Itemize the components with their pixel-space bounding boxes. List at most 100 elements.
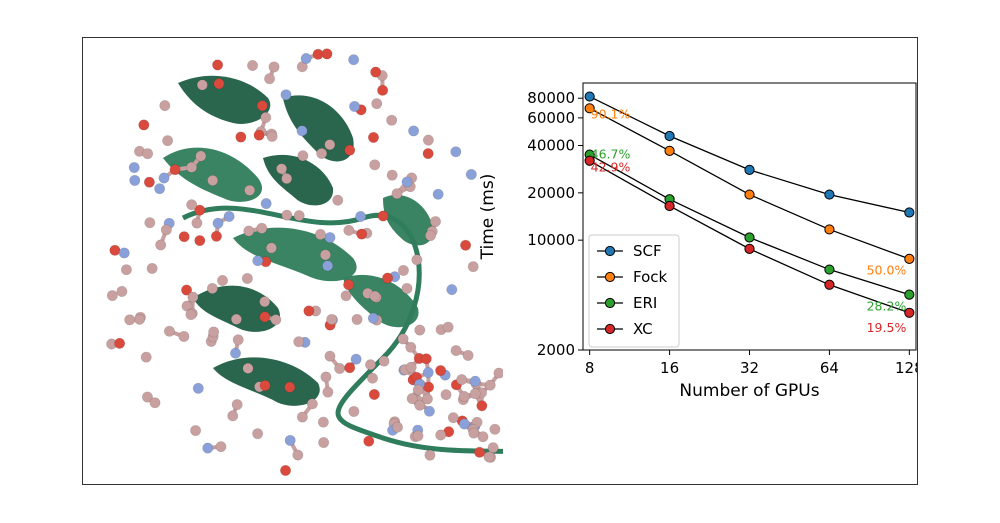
legend-item-xc: XC <box>597 320 653 338</box>
atom <box>318 437 330 449</box>
atom <box>242 362 254 374</box>
atom <box>206 282 218 294</box>
data-point <box>744 164 755 175</box>
atom <box>484 379 496 391</box>
atom <box>367 131 379 143</box>
atom <box>462 349 474 361</box>
series-xc <box>584 155 915 318</box>
atom <box>194 235 206 247</box>
data-point <box>744 189 755 200</box>
atom <box>450 146 462 158</box>
atom <box>154 183 166 195</box>
atom <box>296 125 308 137</box>
atom <box>243 225 255 237</box>
atom <box>210 230 222 242</box>
atom <box>252 255 264 267</box>
atom <box>178 330 190 342</box>
atom <box>230 313 242 325</box>
annotation-label: 19.5% <box>867 320 907 335</box>
atom <box>435 365 447 377</box>
atom <box>397 333 409 345</box>
atom <box>120 264 132 276</box>
atom <box>260 198 272 210</box>
atom <box>382 272 394 284</box>
atom <box>458 390 470 402</box>
atom <box>469 375 481 387</box>
atom <box>297 150 309 162</box>
molecular-atoms <box>106 48 503 476</box>
atom <box>143 176 155 188</box>
atom <box>442 321 454 333</box>
atom <box>425 230 437 242</box>
atom <box>276 163 288 175</box>
atom <box>293 336 305 348</box>
atom <box>367 312 379 324</box>
atom <box>259 296 271 308</box>
legend-marker <box>604 245 616 257</box>
atom <box>114 337 126 349</box>
atom <box>350 353 362 365</box>
legend-marker <box>604 271 616 283</box>
atom <box>446 284 458 296</box>
atom <box>401 176 413 188</box>
atom <box>368 388 380 400</box>
atom <box>468 427 480 439</box>
atom <box>412 430 424 442</box>
atom <box>259 311 271 323</box>
atom <box>253 129 265 141</box>
atom <box>408 125 420 137</box>
atom <box>208 326 220 338</box>
data-point <box>584 155 595 166</box>
atom <box>392 421 404 433</box>
annotation-layer: 90.1% 46.7%42.9% 50.0% 28.2% 19.5% <box>591 106 907 335</box>
atom <box>266 130 278 142</box>
atom <box>215 441 227 453</box>
data-point <box>824 264 835 275</box>
atom <box>293 210 305 222</box>
data-point <box>584 103 595 114</box>
atom <box>296 411 308 423</box>
atom <box>422 148 434 160</box>
atom <box>169 164 181 176</box>
atom <box>195 150 207 162</box>
atom <box>128 162 140 174</box>
atom <box>469 388 481 400</box>
y-tick-label: 80000 <box>527 89 575 107</box>
atom <box>192 382 204 394</box>
legend-label: SCF <box>633 242 662 260</box>
atom <box>363 435 375 447</box>
atom <box>146 262 158 274</box>
atom <box>316 147 328 159</box>
atom <box>378 355 390 367</box>
atom <box>411 254 423 266</box>
annotation-label: 90.1% <box>591 106 631 121</box>
atom <box>386 169 398 181</box>
atom <box>284 434 296 446</box>
data-point <box>664 145 675 156</box>
atom <box>235 131 247 143</box>
atom <box>264 73 276 85</box>
atom <box>317 416 329 428</box>
ribbon-segment <box>343 274 419 328</box>
x-axis: 8 16 32 64 128 <box>585 350 917 377</box>
atom <box>106 290 118 302</box>
atom <box>370 66 382 78</box>
data-point <box>744 232 755 243</box>
atom <box>144 217 156 229</box>
atom <box>247 59 259 71</box>
atom <box>349 100 361 112</box>
atom <box>377 84 389 96</box>
atom <box>412 384 424 396</box>
atom <box>129 174 141 186</box>
atom <box>421 393 433 405</box>
atom <box>280 464 292 476</box>
atom <box>140 351 152 363</box>
atom <box>386 114 398 126</box>
x-tick-label: 16 <box>660 359 679 377</box>
atom <box>405 341 417 353</box>
atom <box>450 345 462 357</box>
x-axis-title: Number of GPUs <box>679 381 819 401</box>
atom <box>322 260 334 272</box>
atom <box>149 397 161 409</box>
atom <box>344 144 356 156</box>
